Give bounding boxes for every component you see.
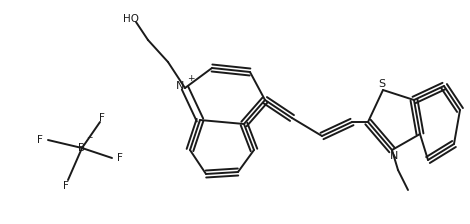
Text: B: B: [78, 143, 86, 153]
Text: −: −: [86, 134, 92, 142]
Text: F: F: [99, 113, 105, 123]
Text: N: N: [176, 81, 184, 91]
Text: F: F: [37, 135, 43, 145]
Text: HO: HO: [123, 14, 139, 24]
Text: +: +: [187, 73, 195, 82]
Text: N: N: [390, 151, 398, 161]
Text: S: S: [378, 79, 385, 89]
Text: F: F: [117, 153, 123, 163]
Text: F: F: [63, 181, 69, 191]
